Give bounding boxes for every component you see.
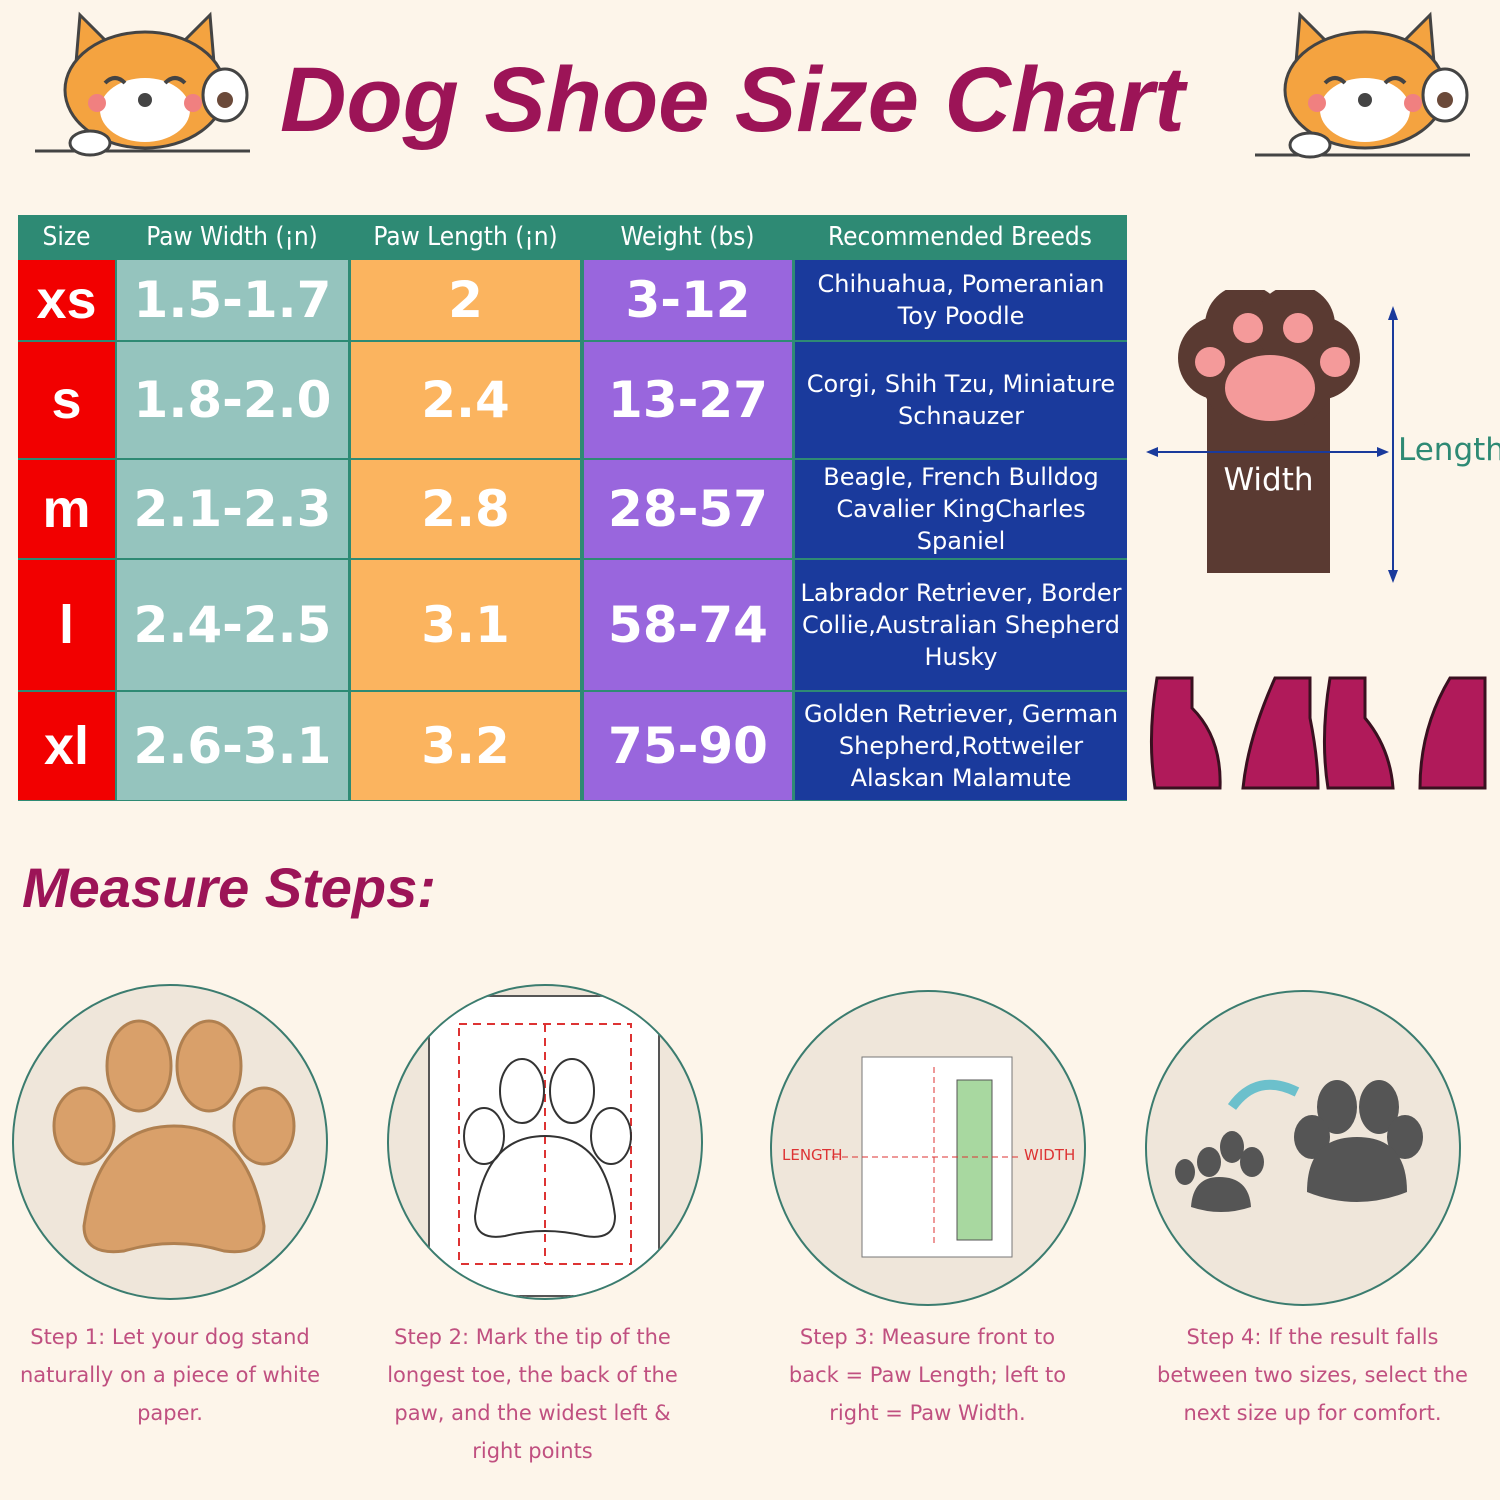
length-label: Length [1398,432,1500,468]
width-label: WIDTH [1024,1146,1076,1164]
cell-width: 1.5-1.7 [117,260,348,340]
ruler-measure-icon [832,1056,1022,1258]
header-paw-width: Paw Width (¡n) [146,222,318,252]
step-2-image [387,984,703,1300]
paw-outline-paper-icon [428,995,660,1297]
step-3-text: Step 3: Measure front to back = Paw Leng… [788,1325,1067,1425]
header-size: Size [42,222,91,252]
step-2-text: Step 2: Mark the tip of the longest toe,… [387,1325,678,1463]
cell-width: 2.6-3.1 [117,692,348,800]
cell-breeds: Corgi, Shih Tzu, Miniature Schnauzer [795,342,1127,458]
cell-breeds: Chihuahua, Pomeranian Toy Poodle [795,260,1127,340]
dog-shoes-image [1149,676,1487,790]
corgi-waving-icon [1255,11,1470,159]
measure-steps-heading: Measure Steps: [22,856,436,919]
cell-weight: 58-74 [584,560,792,690]
paw-size-up-icon [1175,1079,1423,1212]
paw-measurement-diagram [1146,290,1398,583]
step-1-image [12,984,328,1300]
step-1-text: Step 1: Let your dog stand naturally on … [20,1325,320,1425]
paw-print-icon [52,1019,296,1254]
header-breeds: Recommended Breeds [828,222,1092,252]
cell-size: xs [18,260,115,340]
header-paw-length: Paw Length (¡n) [373,222,558,252]
step-4-text: Step 4: If the result falls between two … [1157,1325,1468,1425]
corgi-waving-icon [35,11,250,157]
page-title: Dog Shoe Size Chart [280,49,1185,151]
cell-weight: 75-90 [584,692,792,800]
cell-length: 3.1 [351,560,580,690]
header-weight: Weight (bs) [620,222,755,252]
cell-width: 2.4-2.5 [117,560,348,690]
step-3-image: LENGTH WIDTH [770,990,1086,1306]
cell-width: 2.1-2.3 [117,460,348,558]
cell-size: l [18,560,115,690]
width-label: Width [1223,462,1314,498]
cell-width: 1.8-2.0 [117,342,348,458]
cell-size: m [18,460,115,558]
cell-weight: 28-57 [584,460,792,558]
cell-weight: 3-12 [584,260,792,340]
cell-breeds: Golden Retriever, German Shepherd,Rottwe… [795,692,1127,800]
cell-length: 2.4 [351,342,580,458]
cell-size: xl [18,692,115,800]
cell-breeds: Labrador Retriever, Border Collie,Austra… [795,560,1127,690]
cell-length: 2.8 [351,460,580,558]
size-table: Size Paw Width (¡n) Paw Length (¡n) Weig… [18,215,1127,801]
cell-breeds: Beagle, French Bulldog Cavalier KingChar… [795,460,1127,558]
cell-size: s [18,342,115,458]
cell-length: 3.2 [351,692,580,800]
cell-length: 2 [351,260,580,340]
step-4-image [1145,990,1461,1306]
length-label: LENGTH [782,1146,843,1164]
cell-weight: 13-27 [584,342,792,458]
